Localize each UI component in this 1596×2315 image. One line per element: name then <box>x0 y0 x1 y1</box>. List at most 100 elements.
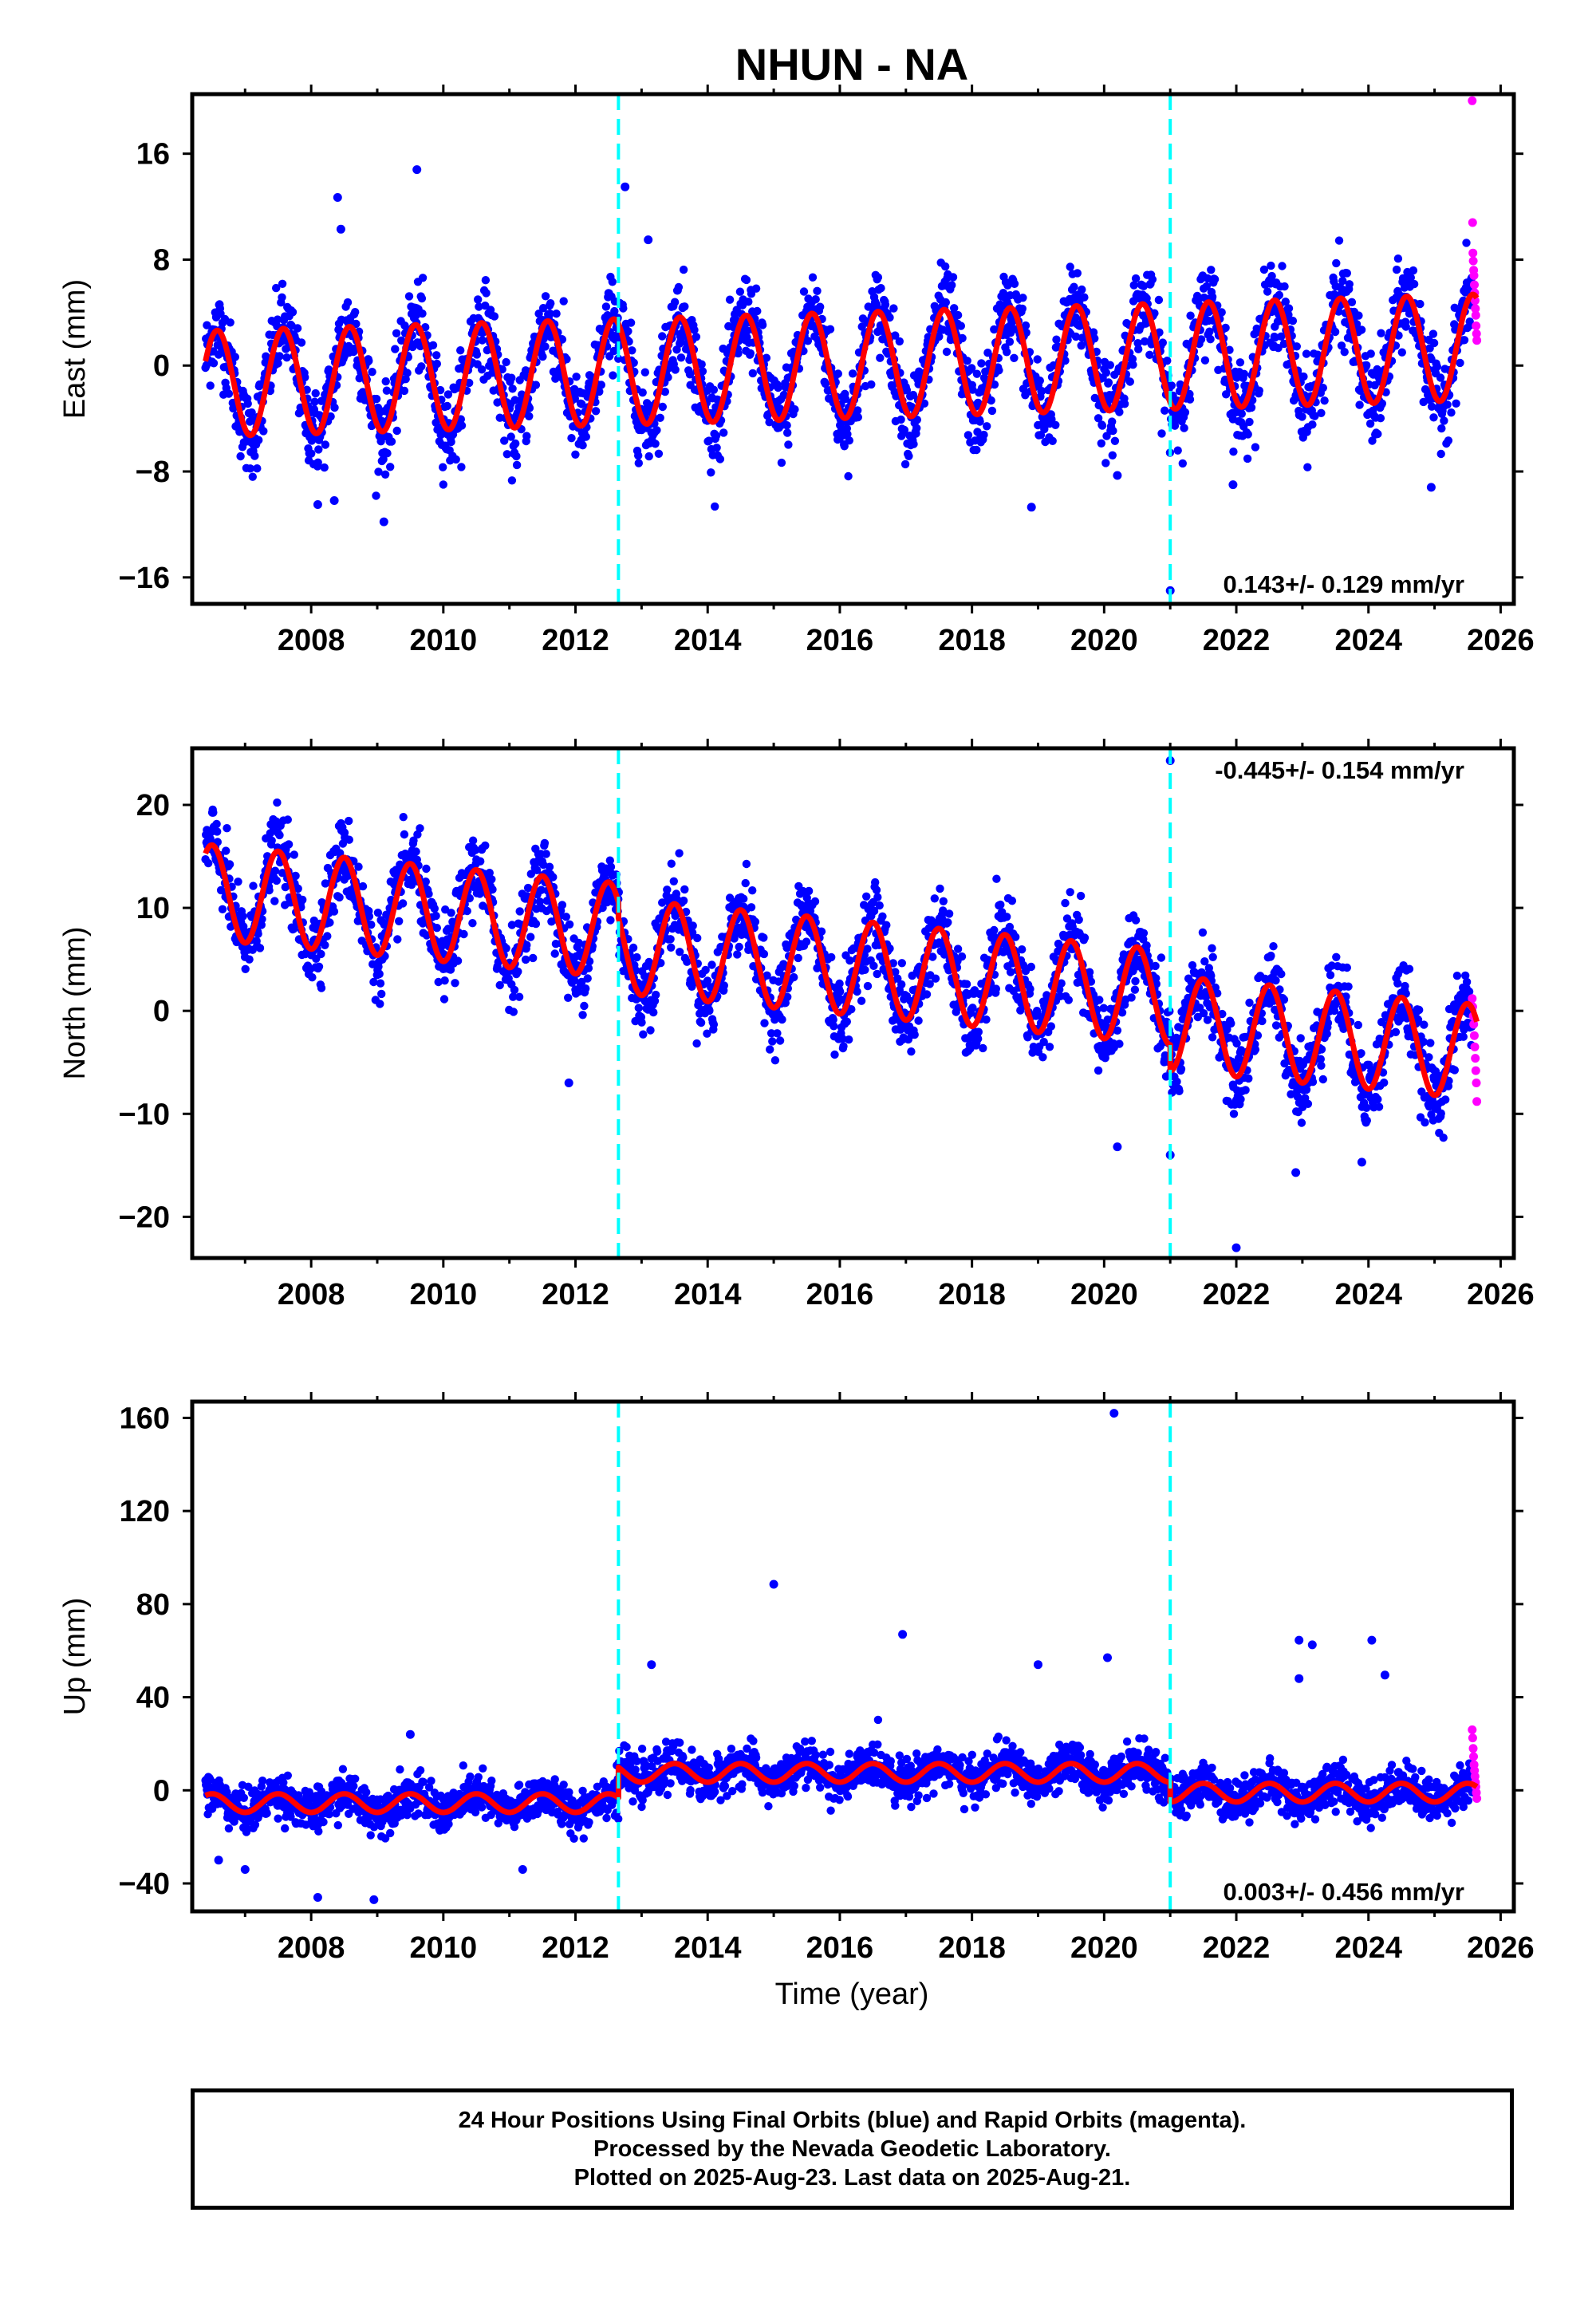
plot-frame <box>190 92 1516 606</box>
final-point <box>762 353 771 362</box>
final-point <box>274 359 282 368</box>
final-point <box>821 379 830 388</box>
final-point <box>372 491 380 500</box>
rapid-point <box>1468 96 1477 105</box>
final-point <box>591 407 601 416</box>
final-point <box>422 864 431 874</box>
final-point <box>680 885 689 894</box>
final-point <box>875 901 884 910</box>
final-point <box>1139 282 1149 290</box>
final-point <box>1440 416 1448 425</box>
outlier-point <box>644 235 653 245</box>
final-point <box>522 941 531 949</box>
final-point <box>365 357 373 365</box>
final-point <box>1274 344 1283 353</box>
final-point <box>683 957 692 966</box>
final-point <box>1429 338 1439 348</box>
final-point <box>1278 262 1287 270</box>
final-point <box>712 444 721 452</box>
final-point <box>585 957 594 966</box>
final-point <box>1317 1061 1326 1071</box>
final-point <box>432 351 441 360</box>
final-point <box>451 455 460 464</box>
final-point <box>1357 325 1366 334</box>
final-point <box>1460 336 1469 345</box>
final-point <box>956 321 966 330</box>
final-point <box>991 984 1001 993</box>
final-point <box>509 992 518 1001</box>
final-point <box>968 385 977 394</box>
final-point <box>1267 261 1275 270</box>
final-point <box>974 1027 983 1036</box>
final-point <box>907 1047 916 1056</box>
final-point <box>629 943 638 952</box>
final-point <box>810 897 820 906</box>
final-point <box>509 1008 518 1016</box>
final-point <box>502 450 511 459</box>
final-point <box>1105 361 1115 369</box>
final-point <box>448 917 457 926</box>
final-point <box>404 292 414 301</box>
final-point <box>502 357 510 367</box>
final-point <box>983 422 991 431</box>
final-point <box>440 976 449 985</box>
final-point <box>624 327 632 336</box>
final-point <box>418 309 427 318</box>
final-point <box>649 1008 658 1017</box>
final-point <box>290 925 298 933</box>
final-point <box>637 1018 646 1027</box>
final-point <box>1444 436 1453 445</box>
final-point <box>711 502 719 511</box>
final-point <box>514 992 524 1001</box>
final-point <box>861 965 869 975</box>
final-point <box>424 889 433 898</box>
final-point <box>1229 1110 1239 1118</box>
y-axis-label: East (mm) <box>58 279 92 419</box>
panel-0: 2008 2010 2012 2014 2016 2018 2020 2022 2024 2026… <box>58 85 1535 657</box>
final-point <box>759 933 768 942</box>
final-point <box>644 957 653 967</box>
final-point <box>1033 355 1042 364</box>
final-point <box>619 304 628 313</box>
final-point <box>1303 1099 1313 1109</box>
final-point <box>383 449 392 458</box>
final-point <box>863 945 872 953</box>
final-point <box>1330 327 1340 337</box>
final-point <box>1080 933 1090 942</box>
final-point <box>746 349 755 358</box>
final-point <box>939 906 948 915</box>
final-point <box>774 383 782 392</box>
final-point <box>351 308 360 317</box>
final-point <box>1368 436 1377 445</box>
final-point <box>1427 402 1436 411</box>
final-point <box>1318 1075 1328 1084</box>
final-point <box>508 385 517 393</box>
final-point <box>974 1035 983 1043</box>
final-point <box>1035 377 1045 385</box>
final-point <box>1251 443 1260 452</box>
final-point <box>660 387 669 396</box>
final-point <box>1109 426 1117 436</box>
final-point <box>525 412 534 420</box>
rapid-point <box>1471 304 1480 314</box>
final-point <box>872 885 881 895</box>
final-point <box>640 368 649 377</box>
final-point <box>1077 341 1086 350</box>
final-point <box>1026 984 1034 993</box>
final-point <box>835 979 844 988</box>
final-point <box>1244 1074 1253 1083</box>
final-point <box>416 824 424 833</box>
final-point <box>1277 332 1286 341</box>
final-point <box>243 399 252 408</box>
final-point <box>1173 446 1182 455</box>
final-point <box>367 921 376 929</box>
final-point <box>1406 273 1416 282</box>
final-point <box>231 353 239 361</box>
final-point <box>412 847 420 856</box>
final-point <box>373 909 383 917</box>
final-point <box>1038 1053 1047 1062</box>
final-point <box>667 943 676 952</box>
y-tick-label: −16 <box>119 562 170 595</box>
rapid-point <box>1472 321 1481 330</box>
final-point <box>1048 436 1057 445</box>
